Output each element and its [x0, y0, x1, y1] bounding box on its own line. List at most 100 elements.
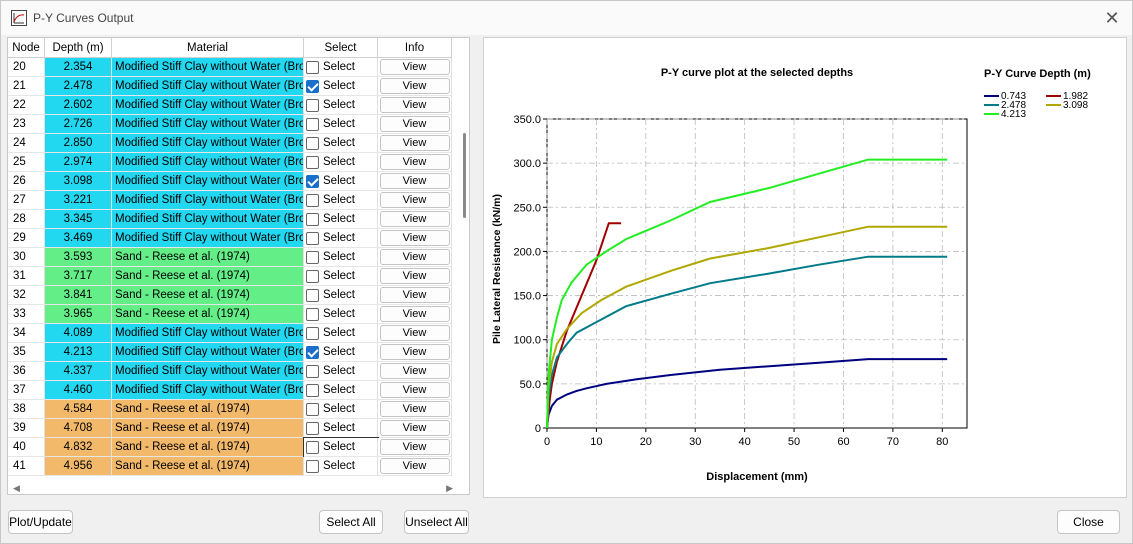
select-all-button[interactable]: Select All — [319, 510, 383, 534]
view-button[interactable]: View — [379, 268, 450, 284]
select-cell[interactable]: Select — [304, 343, 378, 362]
select-checkbox[interactable] — [306, 307, 319, 321]
select-cell[interactable]: Select — [304, 267, 378, 286]
close-icon[interactable]: ✕ — [1104, 8, 1120, 28]
table-row[interactable]: 25 2.974 Modified Stiff Clay without Water… — [8, 153, 452, 172]
view-button[interactable]: View — [379, 287, 450, 303]
select-cell[interactable]: Select — [304, 153, 378, 172]
select-checkbox[interactable] — [306, 383, 319, 397]
select-cell[interactable]: Select — [304, 191, 378, 210]
select-checkbox[interactable] — [306, 421, 319, 435]
select-checkbox[interactable] — [306, 60, 319, 74]
view-button[interactable]: View — [379, 325, 450, 341]
select-checkbox[interactable] — [306, 212, 319, 226]
table-row[interactable]: 30 3.593 Sand - Reese et al. (1974) Select V… — [8, 248, 452, 267]
view-button[interactable]: View — [379, 78, 450, 94]
close-button[interactable]: Close — [1057, 510, 1120, 534]
header-node[interactable]: Node — [8, 38, 45, 58]
unselect-all-button[interactable]: Unselect All — [404, 510, 469, 534]
select-cell[interactable]: Select — [304, 134, 378, 153]
horizontal-scrollbar[interactable]: ◀ ▶ — [8, 481, 469, 494]
select-cell[interactable]: Select — [304, 457, 378, 476]
select-checkbox[interactable] — [306, 79, 319, 93]
select-cell[interactable]: Select — [304, 229, 378, 248]
select-cell[interactable]: Select — [304, 400, 378, 419]
select-checkbox[interactable] — [306, 459, 319, 473]
table-row[interactable]: 31 3.717 Sand - Reese et al. (1974) Select V… — [8, 267, 452, 286]
select-checkbox[interactable] — [306, 193, 319, 207]
view-button[interactable]: View — [379, 230, 450, 246]
table-row[interactable]: 21 2.478 Modified Stiff Clay without Water… — [8, 77, 452, 96]
select-cell[interactable]: Select — [304, 362, 378, 381]
view-button[interactable]: View — [379, 59, 450, 75]
select-checkbox[interactable] — [306, 98, 319, 112]
table-row[interactable]: 41 4.956 Sand - Reese et al. (1974) Select V… — [8, 457, 452, 476]
header-info[interactable]: Info — [378, 38, 452, 58]
select-cell[interactable]: Select — [304, 305, 378, 324]
select-cell[interactable]: Select — [304, 419, 378, 438]
select-cell[interactable]: Select — [304, 248, 378, 267]
table-row[interactable]: 22 2.602 Modified Stiff Clay without Water… — [8, 96, 452, 115]
view-button[interactable]: View — [379, 439, 450, 455]
view-button[interactable]: View — [379, 192, 450, 208]
select-checkbox[interactable] — [306, 136, 319, 150]
view-button[interactable]: View — [379, 420, 450, 436]
view-button[interactable]: View — [379, 173, 450, 189]
select-checkbox[interactable] — [306, 174, 319, 188]
table-row[interactable]: 23 2.726 Modified Stiff Clay without Water… — [8, 115, 452, 134]
select-cell[interactable]: Select — [304, 172, 378, 191]
select-cell[interactable]: Select — [304, 324, 378, 343]
header-material[interactable]: Material — [112, 38, 304, 58]
select-cell[interactable]: Select — [304, 115, 378, 134]
view-button[interactable]: View — [379, 401, 450, 417]
scroll-left-icon[interactable]: ◀ — [13, 483, 20, 493]
select-cell[interactable]: Select — [304, 286, 378, 305]
select-cell[interactable]: Select — [304, 96, 378, 115]
header-select[interactable]: Select — [304, 38, 378, 58]
table-row[interactable]: 20 2.354 Modified Stiff Clay without Water… — [8, 58, 452, 77]
view-button[interactable]: View — [379, 116, 450, 132]
table-row[interactable]: 29 3.469 Modified Stiff Clay without Water… — [8, 229, 452, 248]
table-row[interactable]: 27 3.221 Modified Stiff Clay without Water… — [8, 191, 452, 210]
select-checkbox[interactable] — [306, 364, 319, 378]
table-row[interactable]: 28 3.345 Modified Stiff Clay without Water… — [8, 210, 452, 229]
select-cell[interactable]: Select — [304, 210, 378, 229]
header-depth[interactable]: Depth (m) — [45, 38, 112, 58]
view-button[interactable]: View — [379, 306, 450, 322]
scroll-right-icon[interactable]: ▶ — [446, 483, 453, 493]
select-checkbox[interactable] — [306, 288, 319, 302]
table-row[interactable]: 39 4.708 Sand - Reese et al. (1974) Select V… — [8, 419, 452, 438]
plot-update-button[interactable]: Plot/Update — [8, 510, 73, 534]
table-row[interactable]: 36 4.337 Modified Stiff Clay without Water… — [8, 362, 452, 381]
view-button[interactable]: View — [379, 363, 450, 379]
select-checkbox[interactable] — [306, 231, 319, 245]
select-cell[interactable]: Select — [304, 381, 378, 400]
view-button[interactable]: View — [379, 458, 450, 474]
select-checkbox[interactable] — [306, 345, 319, 359]
view-button[interactable]: View — [379, 97, 450, 113]
select-cell[interactable]: Select — [304, 77, 378, 96]
table-row[interactable]: 33 3.965 Sand - Reese et al. (1974) Select V… — [8, 305, 452, 324]
vertical-scrollbar-thumb[interactable] — [463, 133, 466, 218]
view-button[interactable]: View — [379, 382, 450, 398]
table-row[interactable]: 40 4.832 Sand - Reese et al. (1974) Select V… — [8, 437, 452, 458]
view-button[interactable]: View — [379, 344, 450, 360]
select-checkbox[interactable] — [306, 440, 319, 454]
table-row[interactable]: 32 3.841 Sand - Reese et al. (1974) Select V… — [8, 286, 452, 305]
table-row[interactable]: 38 4.584 Sand - Reese et al. (1974) Select V… — [8, 400, 452, 419]
table-row[interactable]: 37 4.460 Modified Stiff Clay without Water… — [8, 381, 452, 400]
select-cell[interactable]: Select — [304, 58, 378, 77]
table-row[interactable]: 35 4.213 Modified Stiff Clay without Water… — [8, 343, 452, 362]
table-row[interactable]: 34 4.089 Modified Stiff Clay without Water… — [8, 324, 452, 343]
select-checkbox[interactable] — [306, 250, 319, 264]
select-cell[interactable]: Select — [303, 437, 379, 458]
table-row[interactable]: 26 3.098 Modified Stiff Clay without Water… — [8, 172, 452, 191]
table-row[interactable]: 24 2.850 Modified Stiff Clay without Water… — [8, 134, 452, 153]
select-checkbox[interactable] — [306, 155, 319, 169]
select-checkbox[interactable] — [306, 326, 319, 340]
select-checkbox[interactable] — [306, 402, 319, 416]
view-button[interactable]: View — [379, 154, 450, 170]
select-checkbox[interactable] — [306, 269, 319, 283]
view-button[interactable]: View — [379, 249, 450, 265]
view-button[interactable]: View — [379, 211, 450, 227]
